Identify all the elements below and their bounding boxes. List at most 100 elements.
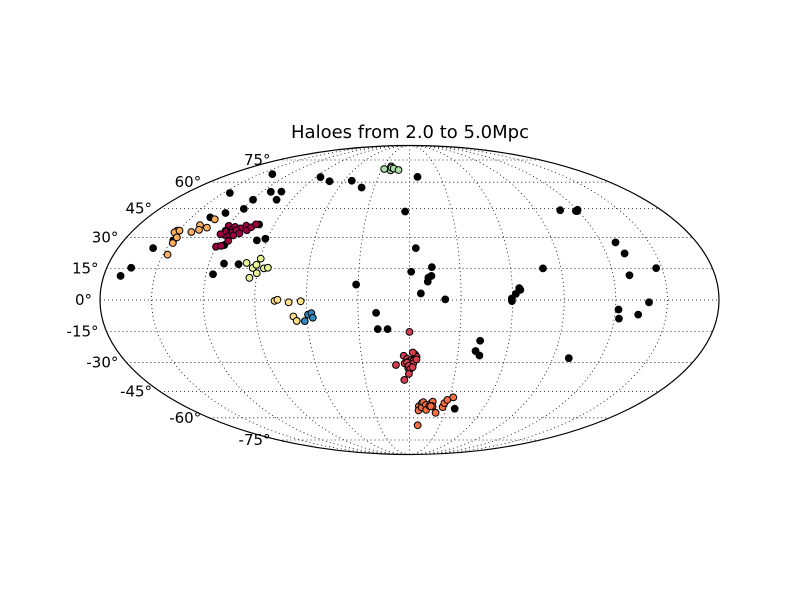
halo-point (172, 233, 181, 242)
halo-point (441, 295, 450, 304)
halo-point (405, 370, 413, 378)
halo-point (220, 259, 228, 268)
halo-point (400, 376, 409, 384)
longitude-gridline (151, 145, 410, 455)
latitude-tick-label: -45° (120, 382, 152, 400)
halo-point (416, 289, 425, 298)
halo-point (431, 408, 440, 417)
halo-point (187, 228, 196, 236)
halo-point (261, 234, 270, 243)
halo-point (266, 187, 275, 196)
longitude-gridline (254, 145, 410, 455)
halo-point (249, 195, 257, 204)
halo-point (401, 207, 410, 216)
halo-point (168, 239, 177, 247)
halo-point (234, 260, 243, 269)
halo-point (195, 225, 203, 234)
halo-point (652, 264, 661, 273)
halo-point (352, 280, 361, 289)
halo-point (392, 361, 400, 369)
latitude-tick-label: 45° (125, 200, 152, 218)
halo-point (300, 317, 309, 326)
halo-point (316, 173, 325, 181)
halo-point (476, 336, 485, 345)
halo-point (296, 297, 305, 306)
latitude-tick-label: 60° (175, 173, 202, 191)
halo-point (175, 226, 184, 235)
chart-title: Haloes from 2.0 to 5.0Mpc (291, 122, 529, 143)
map-boundary (99, 144, 720, 456)
latitude-tick-label: 15° (72, 259, 99, 277)
halo-point (149, 244, 158, 253)
halo-point (209, 270, 217, 279)
longitude-gridline (409, 145, 617, 455)
halo-point (252, 260, 261, 269)
halo-point (235, 229, 244, 238)
halo-point (277, 187, 286, 196)
latitude-tick-label: -15° (67, 323, 99, 341)
halo-point (556, 206, 565, 215)
longitude-gridline (409, 145, 462, 455)
halo-point (225, 189, 234, 197)
halo-point (380, 165, 389, 173)
halo-point (634, 310, 643, 319)
halo-point (573, 205, 582, 214)
latitude-tick-label: -60° (169, 409, 201, 427)
halo-point (411, 244, 420, 253)
halo-point (383, 325, 392, 334)
halo-point (373, 325, 382, 334)
halo-point (450, 404, 459, 413)
halo-point (413, 421, 422, 430)
halo-point (412, 355, 421, 364)
longitude-gridline (409, 145, 565, 455)
longitude-gridline (409, 145, 668, 455)
halo-point (625, 271, 634, 280)
halo-point (408, 363, 417, 372)
halo-point (127, 263, 136, 272)
halo-point (245, 273, 254, 282)
halo-point (427, 272, 436, 280)
longitude-gridline (202, 145, 410, 455)
halo-point (409, 348, 417, 357)
halo-point (347, 176, 356, 185)
halo-point (224, 236, 233, 245)
longitude-gridline (357, 145, 410, 455)
halo-point (252, 236, 261, 245)
halo-point (614, 305, 623, 314)
halo-point (394, 166, 403, 174)
scatter-points (116, 162, 661, 430)
halo-point (539, 264, 547, 273)
halo-point (163, 250, 172, 259)
halo-point (325, 177, 334, 186)
halo-point (615, 314, 623, 323)
latitude-tick-label: -30° (86, 353, 118, 371)
halo-point (216, 230, 225, 239)
halo-point (252, 220, 260, 229)
halo-point (611, 238, 620, 247)
halo-point (475, 351, 484, 360)
halo-point (221, 209, 230, 217)
halo-point (272, 195, 281, 204)
halo-point (242, 259, 251, 267)
halo-point (284, 298, 293, 307)
latitude-tick-label: 0° (75, 291, 92, 309)
halo-point (426, 402, 435, 411)
halo-point (413, 173, 422, 181)
halo-point (217, 241, 225, 250)
halo-point (357, 183, 366, 192)
latitude-tick-label: 75° (244, 151, 271, 169)
halo-point (210, 215, 219, 224)
latitude-tick-labels: 75°60°45°30°15°0°-15°-30°-45°-60°-75° (67, 151, 271, 449)
halo-point (268, 170, 277, 179)
halo-point (508, 297, 516, 305)
latitude-tick-label: 30° (92, 229, 119, 247)
halo-point (620, 249, 629, 258)
halo-point (564, 354, 573, 363)
halo-point (645, 298, 653, 307)
halo-point (427, 263, 436, 272)
halo-point (256, 254, 265, 263)
halo-point (407, 267, 416, 276)
halo-point (264, 263, 272, 272)
longitude-gridline (305, 145, 410, 455)
